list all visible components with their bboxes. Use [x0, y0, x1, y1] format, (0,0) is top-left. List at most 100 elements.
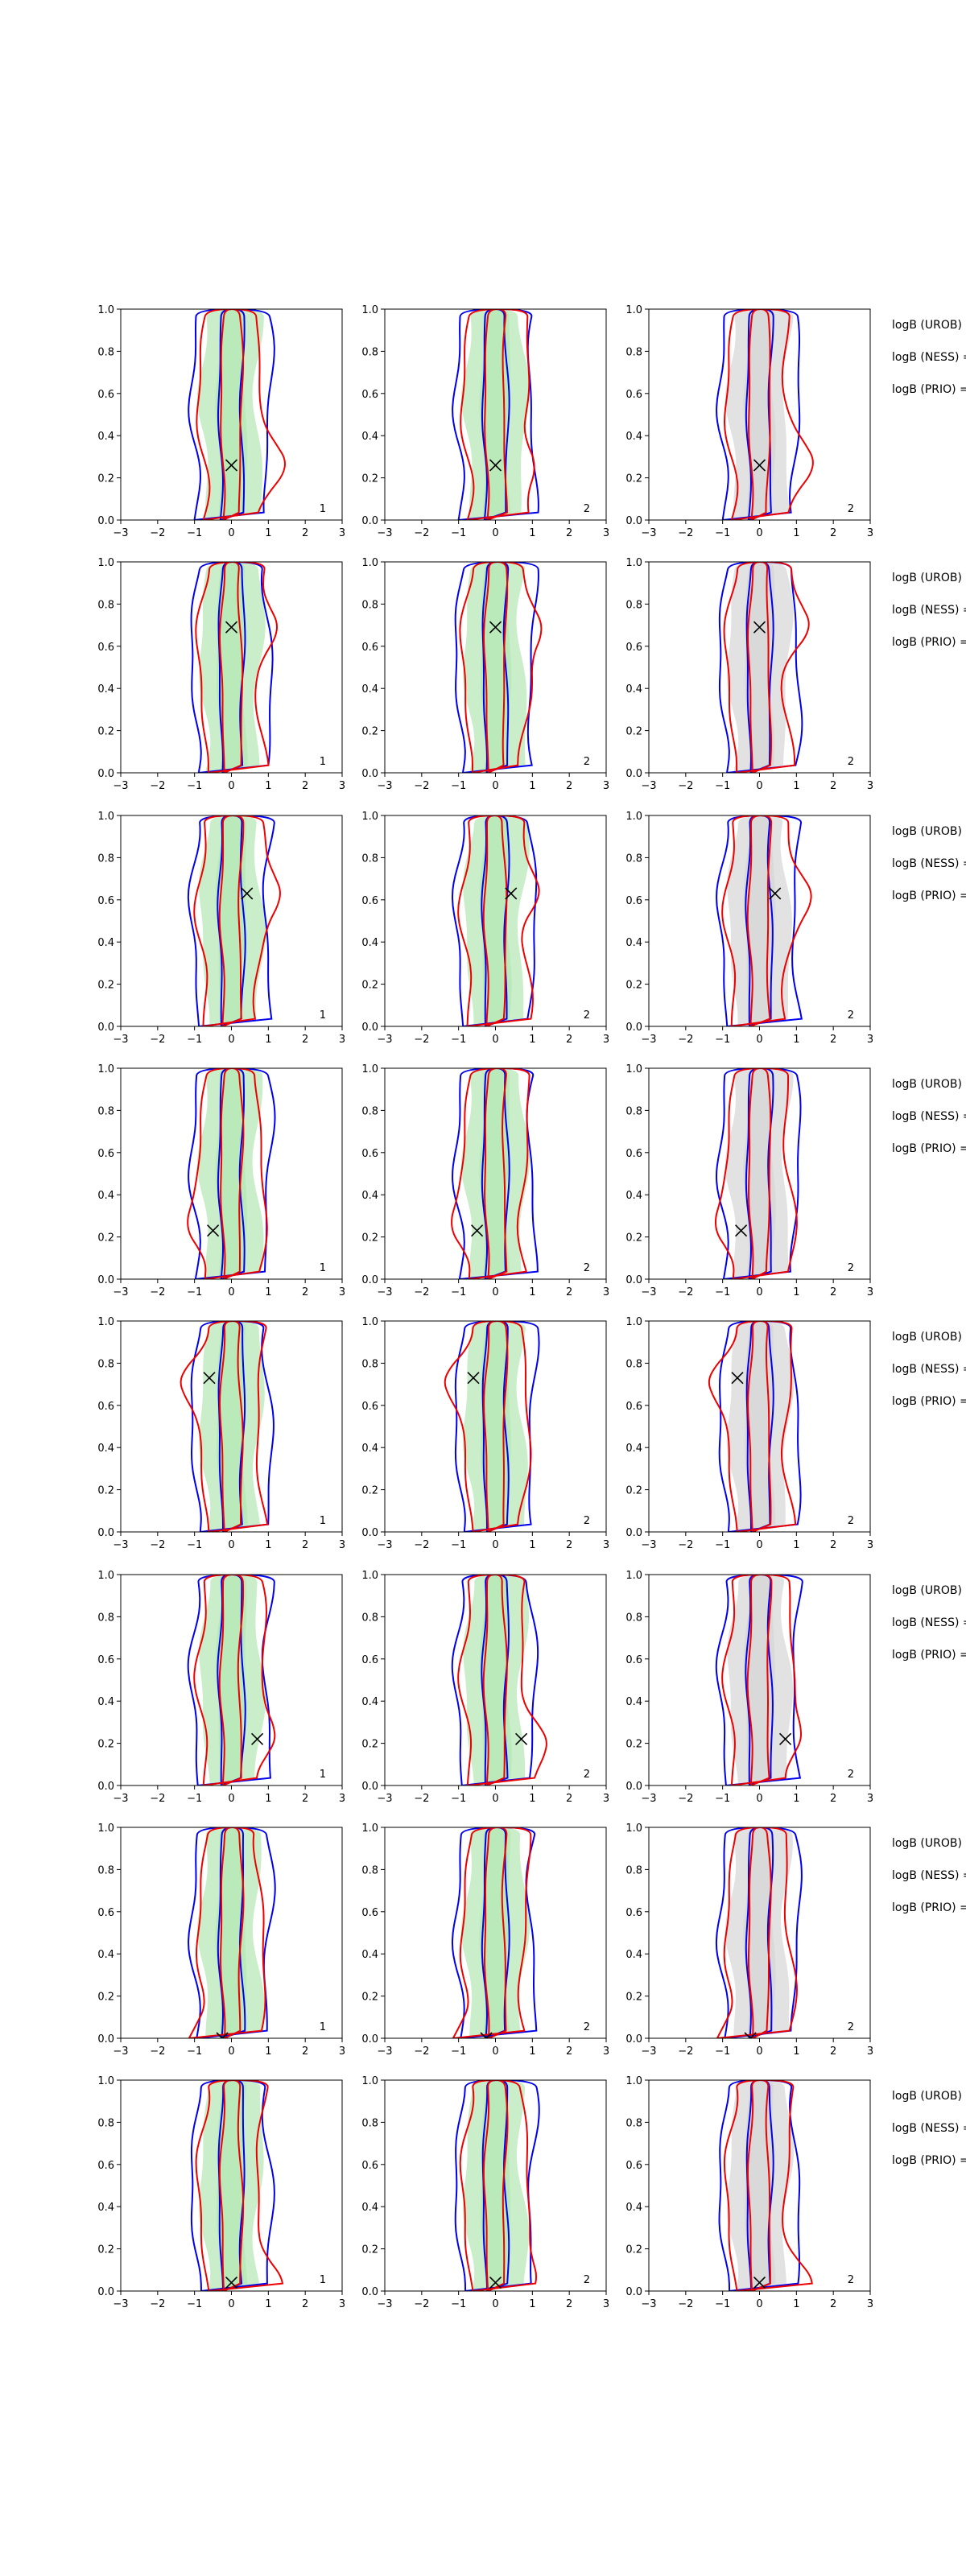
red-contour-outer [459, 562, 543, 773]
x-tick-label: −1 [715, 1286, 730, 1298]
x-tick-label: 2 [566, 527, 572, 539]
y-tick-label: 0.8 [625, 852, 642, 865]
y-tick-label: 0.4 [97, 2202, 114, 2214]
x-tick-label: 3 [867, 1539, 873, 1551]
blue-contour-inner [481, 1068, 510, 1279]
corner-label: 1 [320, 1009, 326, 1022]
x-marker [515, 1732, 528, 1745]
x-marker [207, 1224, 220, 1237]
y-tick-label: 0.0 [361, 2033, 378, 2046]
subplot-r7-c1: −3 −2 −1 0 1 2 3 0.0 0.2 0.4 0.6 0.8 1.0 1 [97, 1823, 345, 2058]
x-tick-label: 1 [265, 2298, 271, 2310]
x-tick-label: 2 [830, 1286, 836, 1298]
y-tick-label: 1.0 [625, 811, 642, 823]
red-contour-outer [723, 309, 814, 520]
x-tick-label: −3 [377, 2046, 392, 2058]
x-tick-label: 1 [529, 1286, 535, 1298]
plot-area [187, 815, 281, 1026]
y-tick-label: 0.8 [361, 599, 378, 611]
x-tick-label: 2 [302, 1034, 308, 1046]
y-tick-label: 0.6 [97, 1401, 114, 1413]
x-tick-label: 2 [830, 2046, 836, 2058]
y-tick-label: 1.0 [625, 304, 642, 316]
blue-contour-inner [217, 1575, 246, 1785]
x-tick-label: 2 [566, 2046, 572, 2058]
plot-area [190, 2080, 284, 2291]
x-tick-label: 3 [867, 1286, 873, 1298]
y-tick-label: 0.4 [97, 937, 114, 949]
x-tick-label: 3 [339, 1286, 345, 1298]
subplot-r3-c2: −3 −2 −1 0 1 2 3 0.0 0.2 0.4 0.6 0.8 1.0 2 [361, 811, 609, 1046]
x-tick-label: 1 [529, 1034, 535, 1046]
y-tick-label: 1.0 [361, 811, 378, 823]
x-marker [735, 1224, 748, 1237]
y-tick-label: 0.4 [97, 1190, 114, 1202]
y-tick-label: 0.4 [97, 1443, 114, 1455]
x-marker [203, 1372, 216, 1385]
red-contour-inner [220, 309, 245, 520]
red-contour-inner [748, 1068, 772, 1279]
y-tick-label: 0.4 [361, 683, 378, 696]
red-contour-outer [716, 1827, 798, 2038]
red-contour-outer [714, 1068, 798, 1279]
subplot-r1-c2: −3 −2 −1 0 1 2 3 0.0 0.2 0.4 0.6 0.8 1.0 2 [361, 304, 609, 539]
x-tick-label: 0 [492, 1793, 498, 1805]
y-tick-label: 0.6 [625, 1148, 642, 1160]
x-tick-label: −3 [641, 780, 656, 792]
y-tick-label: 0.8 [625, 599, 642, 611]
y-tick-label: 0.8 [97, 1612, 114, 1624]
blue-contour-outer [452, 1068, 539, 1279]
plot-area [451, 1575, 547, 1785]
x-tick-label: −2 [414, 1539, 429, 1551]
y-tick-label: 0.6 [625, 895, 642, 907]
side-label: logB (UROB) = [892, 1331, 966, 1344]
plot-area [452, 309, 539, 520]
x-tick-label: −3 [113, 780, 128, 792]
side-labels-r4: logB (UROB) = logB (NESS) = logB (PRIO) = [892, 1078, 966, 1155]
y-tick-label: 1.0 [625, 1570, 642, 1582]
red-contour-inner [746, 815, 773, 1026]
y-tick-label: 1.0 [97, 811, 114, 823]
x-tick-label: −1 [451, 1034, 466, 1046]
corner-label: 1 [320, 2274, 326, 2286]
blue-contour-outer [190, 562, 274, 773]
x-tick-label: 0 [756, 2298, 762, 2310]
x-marker [480, 2032, 493, 2038]
x-tick-label: −2 [150, 1793, 165, 1805]
subplot-r1-c3: −3 −2 −1 0 1 2 3 0.0 0.2 0.4 0.6 0.8 1.0 2 [625, 304, 873, 539]
y-tick-label: 0.6 [361, 2160, 378, 2172]
x-tick-label: −3 [377, 780, 392, 792]
side-label: logB (NESS) = [892, 351, 966, 364]
side-label: logB (NESS) = [892, 857, 966, 870]
y-tick-label: 1.0 [361, 2075, 378, 2087]
subplot-r6-c3: −3 −2 −1 0 1 2 3 0.0 0.2 0.4 0.6 0.8 1.0 2 [625, 1570, 873, 1805]
y-tick-label: 0.0 [97, 2033, 114, 2046]
y-tick-label: 0.2 [625, 2244, 642, 2256]
blue-contour-outer [718, 562, 803, 773]
y-tick-label: 0.4 [361, 431, 378, 443]
x-tick-label: −2 [678, 1539, 693, 1551]
y-tick-label: 1.0 [625, 1063, 642, 1075]
density-fill-inner [743, 1068, 776, 1279]
y-tick-label: 0.2 [97, 1232, 114, 1245]
corner-label: 2 [584, 1769, 590, 1781]
y-tick-label: 0.0 [625, 1022, 642, 1034]
x-tick-label: 2 [302, 1286, 308, 1298]
blue-contour-outer [190, 2080, 275, 2291]
subplot-r5-c2: −3 −2 −1 0 1 2 3 0.0 0.2 0.4 0.6 0.8 1.0 2 [361, 1316, 609, 1551]
subplot-r8-c3: −3 −2 −1 0 1 2 3 0.0 0.2 0.4 0.6 0.8 1.0 2 [625, 2075, 873, 2310]
red-contour-outer [193, 1575, 276, 1785]
y-tick-label: 0.6 [361, 389, 378, 401]
y-tick-label: 0.4 [625, 683, 642, 696]
x-tick-label: −2 [150, 2046, 165, 2058]
x-tick-label: 2 [302, 780, 308, 792]
x-tick-label: −2 [414, 527, 429, 539]
x-tick-label: 2 [566, 1539, 572, 1551]
red-contour-inner [484, 1068, 508, 1279]
x-tick-label: 3 [339, 1034, 345, 1046]
y-tick-label: 0.2 [97, 980, 114, 992]
plot-area [444, 1321, 540, 1532]
x-tick-label: −1 [187, 2046, 202, 2058]
y-tick-label: 0.6 [97, 2160, 114, 2172]
